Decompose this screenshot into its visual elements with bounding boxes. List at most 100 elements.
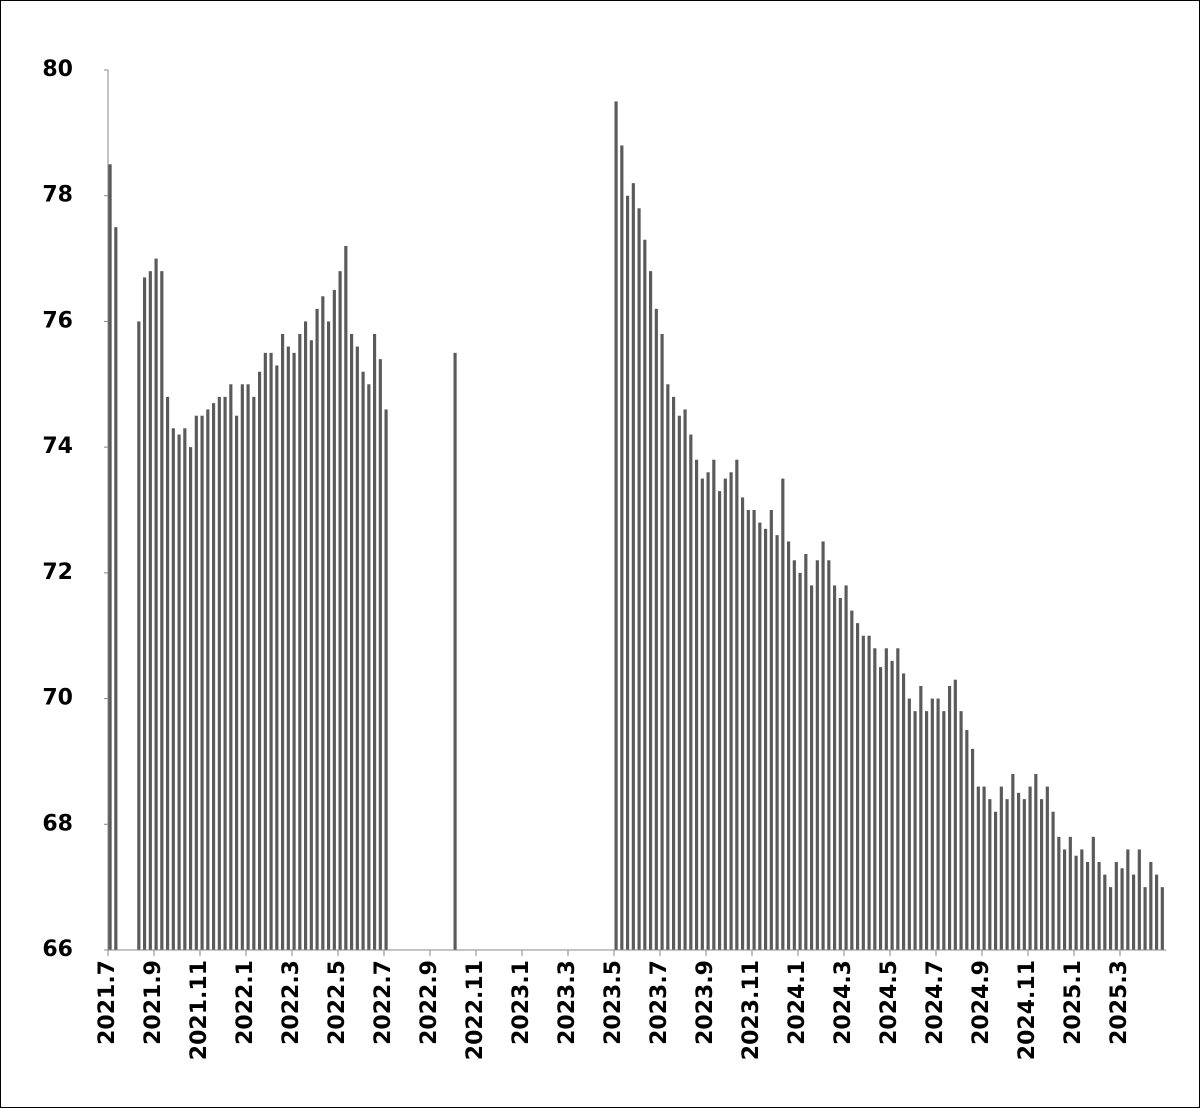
bar — [712, 459, 716, 950]
y-tick-label: 78 — [42, 183, 73, 208]
bar — [769, 510, 773, 950]
y-tick-label: 80 — [42, 57, 73, 82]
x-tick-label: 2021.9 — [141, 960, 166, 1045]
bar — [735, 459, 739, 950]
bar — [258, 371, 262, 950]
bar — [654, 308, 658, 950]
bar — [1028, 786, 1032, 950]
y-tick-label: 72 — [42, 560, 73, 585]
y-tick-label: 66 — [42, 937, 73, 962]
bar — [798, 572, 802, 950]
bar — [1063, 849, 1067, 950]
x-tick-label: 2024.1 — [785, 960, 810, 1045]
bar — [626, 195, 630, 950]
bar — [373, 334, 377, 950]
x-tick-label: 2021.7 — [95, 960, 120, 1045]
bar — [643, 239, 647, 950]
bar — [148, 271, 152, 951]
bar — [971, 748, 975, 950]
bar — [833, 585, 837, 950]
bar — [672, 396, 676, 950]
bar — [1022, 799, 1026, 950]
bar — [902, 673, 906, 950]
bar — [821, 541, 825, 950]
bar — [850, 610, 854, 950]
x-tick-label: 2022.9 — [417, 960, 442, 1045]
bar — [907, 698, 911, 950]
bar — [838, 598, 842, 950]
bar — [143, 277, 147, 950]
bar — [1097, 862, 1101, 950]
bar — [298, 334, 302, 950]
bar — [355, 346, 359, 951]
bar — [815, 560, 819, 950]
bar — [1149, 862, 1153, 950]
x-tick-label: 2023.7 — [647, 960, 672, 1045]
bar — [758, 522, 762, 950]
bar — [1045, 786, 1049, 950]
bar — [884, 648, 888, 950]
bar — [200, 415, 204, 950]
bar — [844, 585, 848, 950]
bar — [1086, 862, 1090, 950]
bar — [1109, 887, 1113, 950]
bar — [321, 296, 325, 950]
bar — [229, 384, 233, 950]
bar — [240, 384, 244, 950]
bar — [1051, 811, 1055, 950]
bar — [953, 679, 957, 950]
x-tick-label: 2024.3 — [831, 960, 856, 1045]
bar — [212, 403, 216, 951]
bar — [1005, 799, 1009, 950]
bar — [166, 396, 170, 950]
bar — [677, 415, 681, 950]
bar — [936, 698, 940, 950]
bar — [706, 472, 710, 950]
bar — [1120, 868, 1124, 950]
bar — [873, 648, 877, 950]
bar — [942, 711, 946, 950]
bar — [913, 711, 917, 950]
bar — [827, 560, 831, 950]
bar — [689, 434, 693, 951]
bar — [350, 334, 354, 950]
bar — [1091, 836, 1095, 950]
bar — [1143, 887, 1147, 950]
bar — [890, 660, 894, 950]
bar — [453, 352, 457, 950]
bar — [999, 786, 1003, 950]
bar — [683, 409, 687, 950]
bar — [666, 384, 670, 950]
bar — [994, 811, 998, 950]
bar — [700, 478, 704, 950]
x-tick-label: 2022.3 — [279, 960, 304, 1045]
bar — [930, 698, 934, 950]
bar — [1034, 774, 1038, 950]
bar — [775, 535, 779, 950]
bar — [631, 183, 635, 951]
x-tick-label: 2023.11 — [739, 960, 764, 1060]
bar — [1057, 836, 1061, 950]
bar — [327, 321, 331, 950]
x-tick-label: 2023.3 — [555, 960, 580, 1045]
bar — [286, 346, 290, 951]
bar — [1126, 849, 1130, 950]
bar — [154, 258, 158, 951]
x-tick-label: 2025.1 — [1061, 960, 1086, 1045]
bar — [718, 491, 722, 950]
bar — [856, 623, 860, 950]
bar — [1114, 862, 1118, 950]
bar — [1103, 874, 1107, 950]
bar — [281, 334, 285, 950]
bar — [1017, 792, 1021, 950]
x-tick-label: 2022.7 — [371, 960, 396, 1045]
bar — [723, 478, 727, 950]
x-tick-label: 2022.1 — [233, 960, 258, 1045]
bar — [695, 459, 699, 950]
bar — [810, 585, 814, 950]
bar — [861, 635, 865, 950]
bar — [384, 409, 388, 950]
bar — [223, 396, 227, 950]
